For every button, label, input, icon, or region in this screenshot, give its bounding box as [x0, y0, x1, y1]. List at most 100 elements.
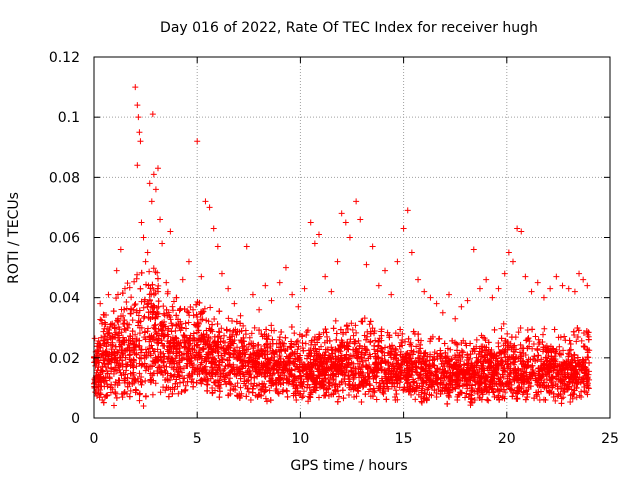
data-point — [504, 330, 511, 337]
data-point — [146, 268, 153, 275]
data-point — [154, 269, 161, 276]
data-point — [307, 347, 314, 354]
data-point — [421, 350, 428, 357]
data-point — [92, 362, 99, 369]
data-point — [508, 334, 515, 341]
data-point — [397, 376, 404, 383]
data-point — [382, 344, 389, 351]
data-point — [172, 380, 179, 387]
data-point — [186, 335, 193, 342]
data-point — [133, 351, 140, 358]
data-point — [452, 385, 459, 392]
data-point — [138, 355, 145, 362]
data-point — [293, 363, 300, 370]
data-point — [237, 375, 244, 382]
data-point — [270, 365, 277, 372]
data-point — [404, 350, 411, 357]
data-point — [242, 331, 249, 338]
data-point — [140, 304, 147, 311]
data-point — [141, 352, 148, 359]
data-point — [585, 371, 592, 378]
data-point — [355, 337, 362, 344]
data-point — [203, 387, 210, 394]
data-point — [167, 372, 174, 379]
data-point — [365, 373, 372, 380]
data-point — [305, 398, 312, 405]
data-point — [352, 381, 359, 388]
data-point — [333, 336, 340, 343]
data-point — [251, 324, 258, 331]
data-point — [392, 387, 399, 394]
data-point — [155, 353, 162, 360]
data-point — [145, 300, 152, 307]
data-point — [520, 350, 527, 357]
data-point — [447, 346, 454, 353]
data-point — [334, 398, 341, 405]
data-point — [118, 313, 124, 320]
data-point — [568, 353, 575, 360]
data-point — [260, 360, 267, 367]
data-point — [430, 361, 437, 368]
data-point — [256, 327, 263, 334]
data-point — [480, 370, 487, 377]
data-point — [424, 353, 431, 360]
data-point — [258, 392, 265, 399]
data-point — [120, 337, 127, 344]
data-point — [449, 337, 456, 344]
data-point — [311, 333, 318, 340]
data-point — [296, 390, 303, 397]
data-point — [310, 378, 317, 385]
data-point — [476, 345, 483, 352]
data-point — [307, 394, 314, 401]
data-point — [182, 382, 189, 389]
data-point — [162, 387, 169, 394]
data-point — [126, 284, 133, 291]
data-point — [230, 327, 237, 334]
data-point — [124, 374, 131, 381]
data-point — [101, 311, 108, 318]
data-point — [467, 340, 474, 347]
data-point — [275, 390, 282, 397]
data-point — [223, 327, 230, 334]
data-point — [381, 352, 388, 359]
data-point — [276, 376, 283, 383]
data-point — [359, 379, 366, 386]
data-point — [378, 355, 385, 362]
data-point — [243, 346, 250, 353]
data-point — [149, 281, 156, 288]
data-point — [567, 341, 574, 348]
data-point — [242, 362, 249, 369]
data-point — [247, 351, 254, 358]
data-point — [175, 321, 182, 328]
data-point — [133, 309, 140, 316]
data-point — [332, 317, 339, 324]
data-point — [220, 367, 227, 374]
data-point — [514, 395, 521, 402]
data-point — [205, 355, 212, 362]
data-point — [116, 379, 123, 386]
data-point — [379, 389, 386, 396]
data-point — [454, 381, 461, 388]
data-point — [196, 299, 203, 306]
data-point — [246, 355, 253, 362]
data-point — [304, 384, 311, 391]
data-point — [216, 388, 223, 395]
data-point — [371, 372, 378, 379]
data-point — [147, 285, 154, 292]
data-point — [165, 325, 172, 332]
data-point — [315, 367, 322, 374]
data-point — [560, 359, 567, 366]
data-point — [579, 356, 586, 363]
data-point — [363, 336, 370, 343]
data-point — [414, 369, 421, 376]
data-point — [115, 334, 122, 341]
data-point — [498, 325, 505, 332]
data-point — [479, 347, 486, 354]
data-point — [321, 352, 328, 359]
data-point — [456, 352, 463, 359]
data-point — [262, 384, 269, 391]
data-point — [283, 361, 290, 368]
data-point — [541, 325, 548, 332]
data-point — [160, 310, 167, 317]
data-point — [469, 348, 476, 355]
